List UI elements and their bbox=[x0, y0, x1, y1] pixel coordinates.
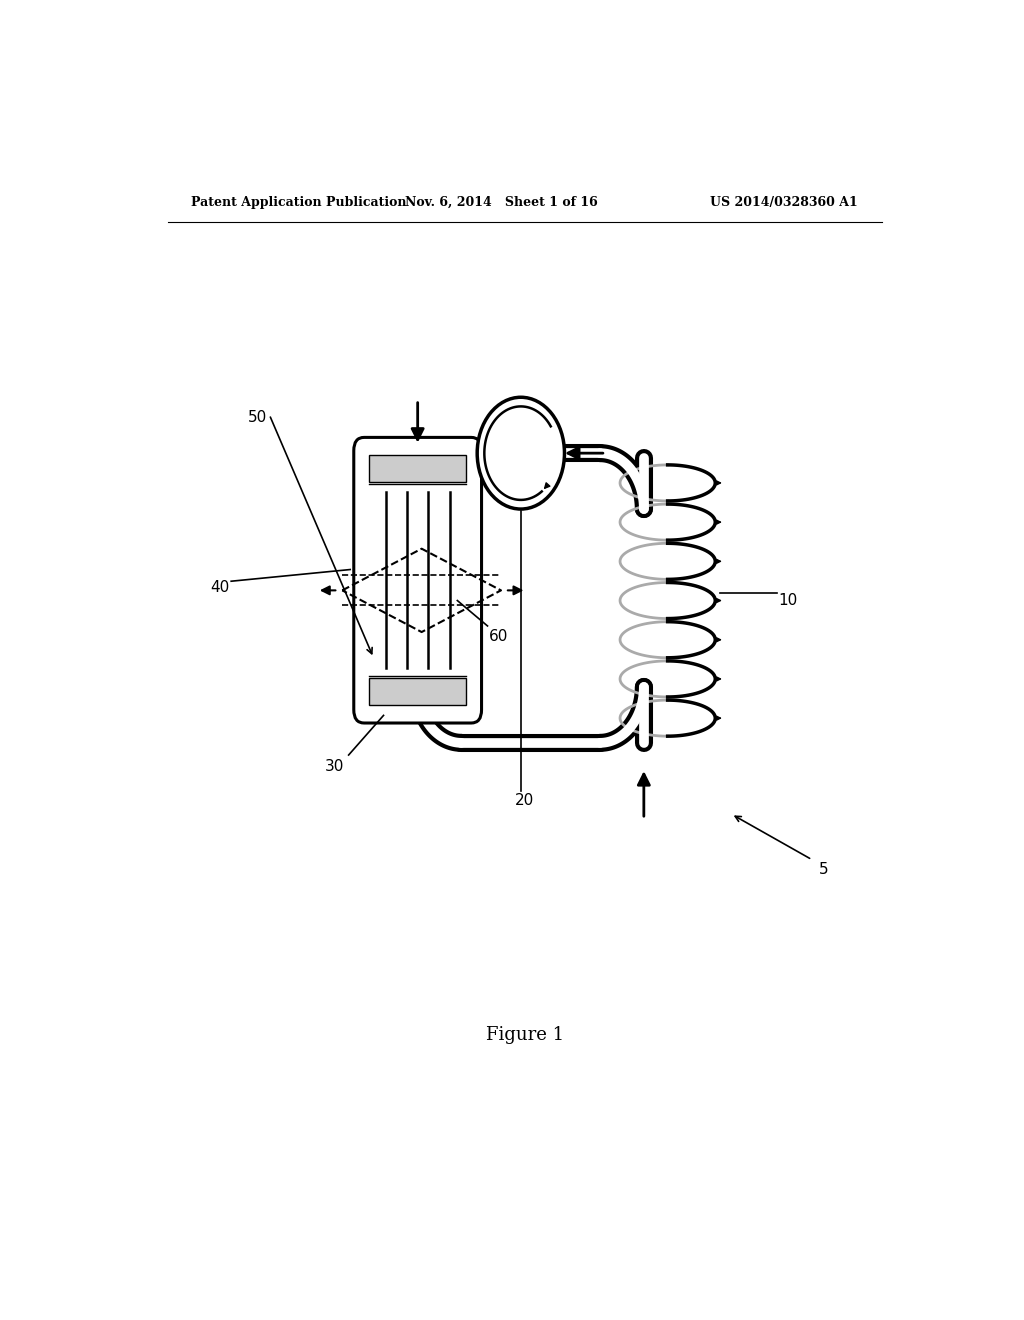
Circle shape bbox=[477, 397, 564, 510]
Text: 5: 5 bbox=[818, 862, 828, 878]
Text: Figure 1: Figure 1 bbox=[485, 1026, 564, 1044]
Text: Patent Application Publication: Patent Application Publication bbox=[191, 195, 407, 209]
Text: 40: 40 bbox=[210, 579, 229, 595]
Text: 60: 60 bbox=[489, 628, 509, 644]
Text: 30: 30 bbox=[326, 759, 345, 774]
Text: US 2014/0328360 A1: US 2014/0328360 A1 bbox=[711, 195, 858, 209]
Text: 10: 10 bbox=[778, 593, 798, 609]
Bar bbox=[369, 677, 467, 705]
Bar bbox=[369, 454, 467, 482]
Text: Nov. 6, 2014   Sheet 1 of 16: Nov. 6, 2014 Sheet 1 of 16 bbox=[404, 195, 597, 209]
FancyBboxPatch shape bbox=[353, 437, 481, 723]
Text: 50: 50 bbox=[248, 411, 267, 425]
Text: 20: 20 bbox=[514, 793, 534, 808]
